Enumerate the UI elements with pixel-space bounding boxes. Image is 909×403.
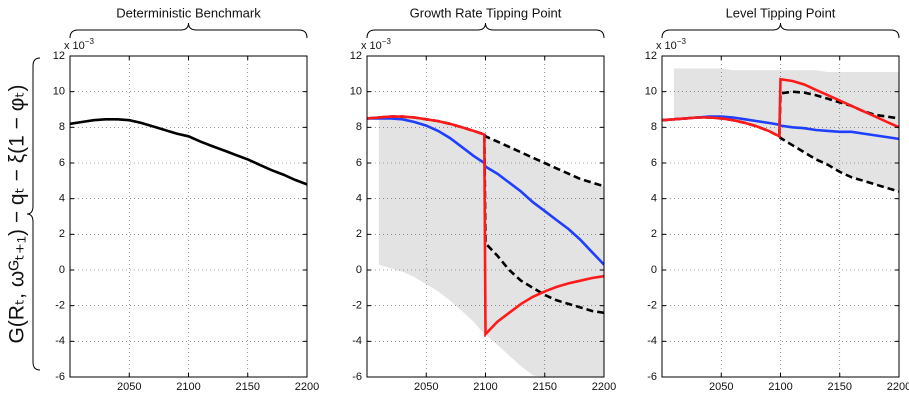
- scale-exponent: −3: [382, 37, 392, 46]
- x-tick-label: 2100: [473, 381, 497, 393]
- y-tick-label: -2: [55, 300, 65, 312]
- series-line: [70, 118, 307, 186]
- y-tick-label: -4: [352, 335, 362, 347]
- y-tick-label: 0: [59, 264, 65, 276]
- y-tick-label: 6: [651, 157, 657, 169]
- panel-title: Level Tipping Point: [726, 5, 836, 20]
- y-tick-label: 12: [350, 50, 362, 62]
- series-line: [778, 135, 899, 193]
- x-tick-label: 2200: [295, 381, 319, 393]
- y-tick-label: 4: [356, 193, 362, 205]
- y-tick-label: 6: [356, 157, 362, 169]
- panel-title: Deterministic Benchmark: [116, 5, 261, 20]
- series-line: [367, 115, 604, 338]
- title-brace: [366, 22, 605, 39]
- x-tick-label: 2200: [592, 381, 616, 393]
- title-brace: [69, 22, 308, 39]
- scale-label: x 10−3: [656, 37, 686, 52]
- y-tick-label: -6: [647, 371, 657, 383]
- y-tick-label: -4: [647, 335, 657, 347]
- y-tick-label: 12: [645, 50, 657, 62]
- y-tick-label: 0: [651, 264, 657, 276]
- y-tick-label: 10: [350, 86, 362, 98]
- title-brace: [661, 22, 900, 39]
- x-tick-label: 2050: [709, 381, 733, 393]
- series-line: [483, 133, 604, 188]
- x-tick-label: 2150: [236, 381, 260, 393]
- y-tick-label: -6: [352, 371, 362, 383]
- y-tick-label: 8: [59, 121, 65, 133]
- uncertainty-band: [378, 116, 604, 377]
- scale-base: x 10: [361, 40, 382, 52]
- x-tick-label: 2150: [533, 381, 557, 393]
- ylabel-brace: [26, 57, 41, 371]
- plot-area: [367, 56, 604, 377]
- uncertainty-band: [673, 68, 899, 192]
- y-tick-label: 10: [645, 86, 657, 98]
- scale-base: x 10: [656, 40, 677, 52]
- y-tick-label: 6: [59, 157, 65, 169]
- y-tick-label: 2: [651, 228, 657, 240]
- y-tick-label: 12: [53, 50, 65, 62]
- y-tick-label: 4: [59, 193, 65, 205]
- plot-area: [662, 56, 899, 377]
- y-tick-label: 0: [356, 264, 362, 276]
- y-tick-label: 4: [651, 193, 657, 205]
- y-tick-label: -2: [352, 300, 362, 312]
- y-tick-label: 10: [53, 86, 65, 98]
- scale-label: x 10−3: [64, 37, 94, 52]
- y-tick-label: -2: [647, 300, 657, 312]
- scale-label: x 10−3: [361, 37, 391, 52]
- y-tick-label: 8: [356, 121, 362, 133]
- scale-exponent: −3: [677, 37, 687, 46]
- x-tick-label: 2200: [887, 381, 909, 393]
- y-tick-label: -4: [55, 335, 65, 347]
- x-tick-label: 2150: [828, 381, 852, 393]
- y-axis-label: G(Rₜ, ωᴳₜ₊₁) − qₜ − ξ(1 − φₜ): [6, 84, 29, 343]
- x-tick-label: 2100: [768, 381, 792, 393]
- scale-exponent: −3: [85, 37, 95, 46]
- x-tick-label: 2050: [117, 381, 141, 393]
- plot-area: [70, 56, 307, 377]
- y-tick-label: 8: [651, 121, 657, 133]
- x-tick-label: 2050: [414, 381, 438, 393]
- panel-title: Growth Rate Tipping Point: [410, 5, 562, 20]
- x-tick-label: 2100: [176, 381, 200, 393]
- y-tick-label: -6: [55, 371, 65, 383]
- y-tick-label: 2: [59, 228, 65, 240]
- y-tick-label: 2: [356, 228, 362, 240]
- series-line: [662, 77, 899, 139]
- scale-base: x 10: [64, 40, 85, 52]
